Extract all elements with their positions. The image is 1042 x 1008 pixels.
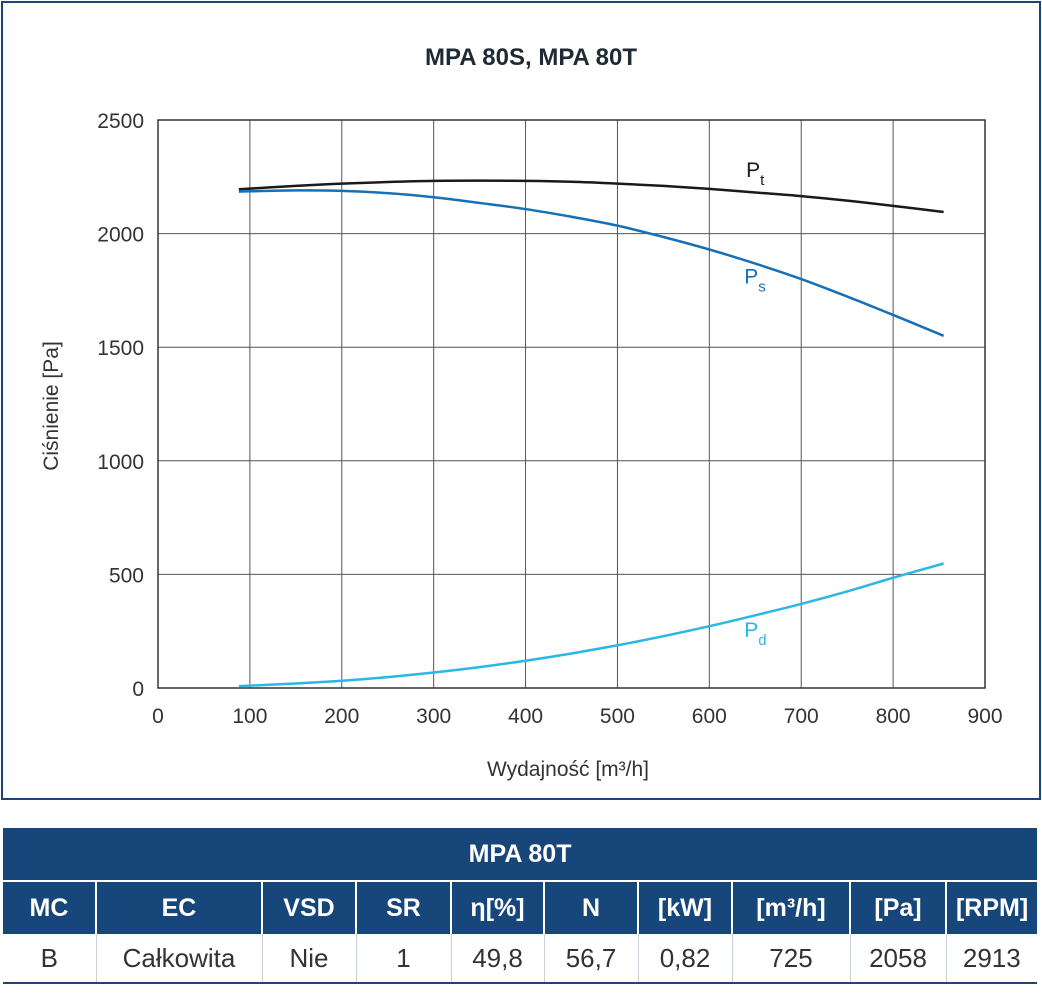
series-line-pd (238, 562, 944, 688)
table-row: B Całkowita Nie 1 49,8 56,7 0,82 725 2058 2913 (3, 934, 1038, 984)
table-cell: 2058 (850, 934, 947, 984)
spec-table: MPA 80T MC EC VSD SR η[%] N [kW] [m³/h] [Pa] [RPM… (3, 828, 1038, 984)
table-header-cell: SR (356, 881, 452, 934)
table-header-cell: η[%] (451, 881, 545, 934)
table-header-cell: VSD (262, 881, 357, 934)
x-tick-label: 600 (692, 705, 727, 728)
table-header-cell: [kW] (638, 881, 733, 934)
y-tick-label: 0 (132, 678, 144, 701)
series-line-ps (238, 189, 945, 337)
table-header-cell: [RPM] (946, 881, 1038, 934)
x-tick-label: 100 (232, 705, 267, 728)
x-tick-label: 200 (324, 705, 359, 728)
x-tick-label: 400 (508, 705, 543, 728)
table-cell: 2913 (946, 934, 1038, 984)
x-tick-label: 0 (152, 705, 164, 728)
x-tick-label: 300 (416, 705, 451, 728)
y-tick-label: 1500 (97, 337, 144, 360)
table-header-cell: N (544, 881, 639, 934)
y-tick-label: 500 (109, 564, 144, 587)
table-cell: 1 (356, 934, 452, 984)
x-tick-label: 500 (600, 705, 635, 728)
x-tick-label: 900 (967, 705, 1002, 728)
table-cell: 0,82 (638, 934, 733, 984)
x-tick-label: 700 (784, 705, 819, 728)
table-header-cell: [Pa] (850, 881, 947, 934)
chart-title: MPA 80S, MPA 80T (425, 44, 637, 71)
table-cell: 56,7 (544, 934, 639, 984)
pressure-chart: MPA 80S, MPA 80T Pt Ps Pd 0 100 200 300 400 500… (40, 44, 1003, 781)
table-header-cell: EC (96, 881, 263, 934)
table-cell: 725 (732, 934, 851, 984)
table-cell: 49,8 (451, 934, 545, 984)
table-header-cell: [m³/h] (732, 881, 851, 934)
table-header-cell: MC (3, 881, 97, 934)
series-line-pt (238, 179, 944, 214)
chart-frame: MPA 80S, MPA 80T Pt Ps Pd 0 100 200 300 400 500… (1, 1, 1041, 800)
y-tick-label: 1000 (97, 451, 144, 474)
x-tick-label: 800 (876, 705, 911, 728)
y-tick-label: 2500 (97, 110, 144, 133)
table-title: MPA 80T (3, 828, 1038, 882)
table-header-row: MC EC VSD SR η[%] N [kW] [m³/h] [Pa] [RPM] (3, 881, 1038, 934)
y-axis-label: Ciśnienie [Pa] (40, 341, 63, 471)
series-label-ps: Ps (744, 266, 766, 296)
table-cell: Nie (262, 934, 357, 984)
y-tick-label: 2000 (97, 224, 144, 247)
plot-area-border (157, 119, 986, 689)
series-label-pd: Pd (744, 619, 766, 649)
series-label-pt: Pt (746, 159, 765, 189)
table-cell: Całkowita (96, 934, 263, 984)
table-cell: B (3, 934, 97, 984)
x-axis-label: Wydajność [m³/h] (487, 758, 649, 781)
